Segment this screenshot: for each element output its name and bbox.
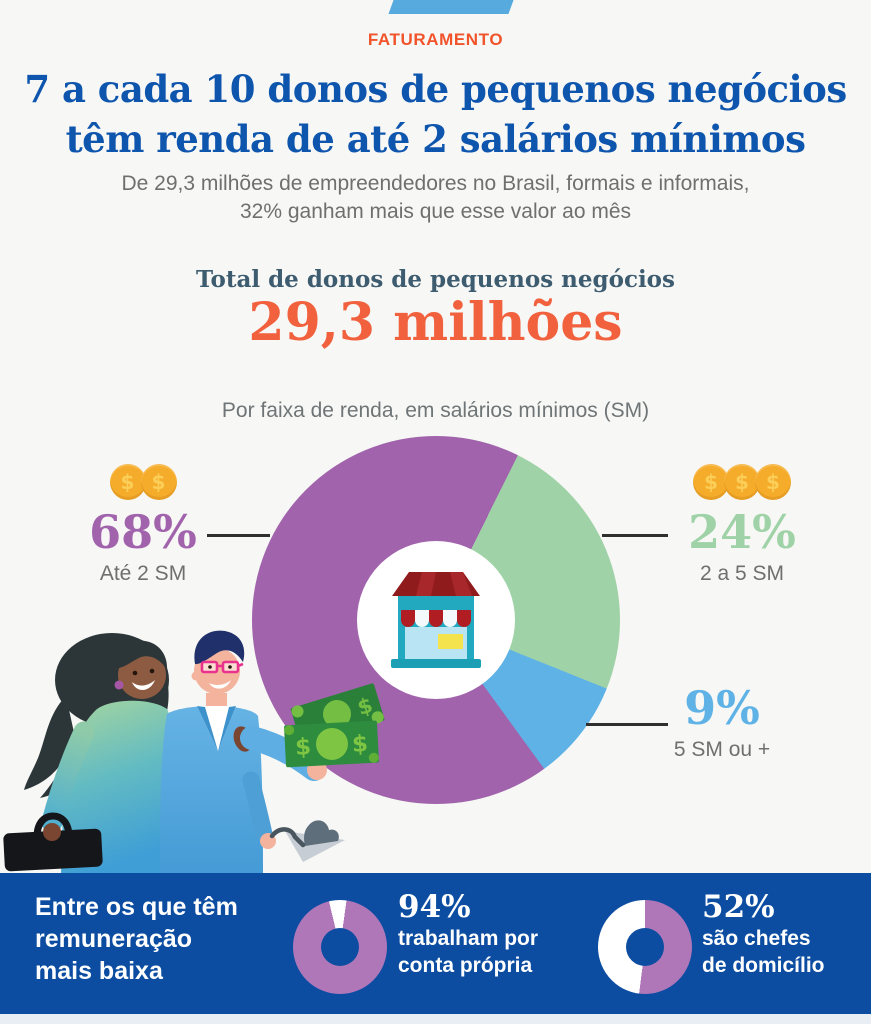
coin-icon: $	[140, 464, 177, 500]
footer-intro: Entre os que têm remuneração mais baixa	[35, 893, 238, 985]
woman-head	[114, 640, 168, 699]
awning	[401, 610, 471, 627]
slice-label-ate-2-sm: $ $ 68% Até 2 SM	[53, 464, 233, 586]
stat-conta-propria: 94% trabalham por conta própria	[398, 889, 539, 977]
trowel-icon	[269, 820, 345, 862]
slice-caption: 5 SM ou +	[673, 738, 771, 761]
slice-pct: 24%	[688, 505, 796, 559]
total-label: Total de donos de pequenos negócios	[196, 266, 675, 293]
page-subtitle-line1: De 29,3 milhões de empreendedores no Bra…	[121, 172, 750, 195]
page-title-line1: 7 a cada 10 donos de pequenos negócios	[24, 67, 847, 111]
total-value: 29,3 milhões	[248, 292, 623, 353]
stat-chefes-domicilio: 52% são chefes de domicílio	[702, 889, 825, 977]
man-arm-down	[242, 771, 273, 843]
coin-icon: $	[693, 464, 729, 500]
top-tab-decoration	[388, 0, 514, 14]
man-hair	[194, 630, 245, 665]
coin-icon: $	[724, 464, 760, 500]
money-bill-icon: $ $ $	[284, 683, 385, 768]
man-head	[191, 630, 245, 694]
slice-pct: 68%	[89, 505, 197, 559]
woman-hand	[43, 823, 61, 841]
page-subtitle-line2: 32% ganham mais que esse valor ao mês	[239, 200, 632, 223]
svg-text:$: $	[351, 731, 368, 758]
connector-line-9	[586, 723, 668, 726]
shop-sign	[438, 634, 463, 649]
mini-donut-52	[598, 900, 692, 994]
coin-group-2: $ $	[53, 464, 233, 500]
storefront-icon	[391, 572, 481, 668]
bottom-strip-decoration	[0, 1014, 871, 1024]
connector-line-24	[602, 534, 668, 537]
coin-icon: $	[755, 464, 791, 500]
svg-text:$: $	[294, 734, 311, 761]
svg-text:$: $	[355, 693, 376, 720]
page-title-line2: têm renda de até 2 salários mínimos	[65, 117, 806, 161]
chart-caption: Por faixa de renda, em salários mínimos …	[221, 399, 650, 422]
connector-line-68	[207, 534, 270, 537]
slice-label-2-a-5-sm: $ $ $ 24% 2 a 5 SM	[652, 464, 832, 586]
man-jacket	[160, 705, 263, 874]
briefcase-icon	[3, 812, 103, 872]
coin-icon: $	[109, 464, 146, 500]
earring-icon	[114, 680, 124, 690]
page-title: 7 a cada 10 donos de pequenos negócios t…	[0, 64, 871, 164]
people-illustration: $ $ $	[3, 630, 385, 874]
slice-caption: 2 a 5 SM	[699, 562, 785, 585]
page-subtitle: De 29,3 milhões de empreendedores no Bra…	[0, 170, 871, 226]
slice-caption: Até 2 SM	[99, 562, 187, 585]
slice-label-5-sm-ou-mais: 9% 5 SM ou +	[632, 682, 812, 762]
glasses-icon	[200, 660, 244, 674]
slice-pct: 9%	[684, 681, 760, 735]
coin-group-3: $ $ $	[652, 464, 832, 500]
mini-donut-94	[293, 900, 387, 994]
man-neck	[206, 693, 227, 709]
section-kicker: FATURAMENTO	[367, 30, 504, 49]
footer-band: Entre os que têm remuneração mais baixa …	[0, 873, 871, 1014]
donut-center	[357, 541, 515, 699]
